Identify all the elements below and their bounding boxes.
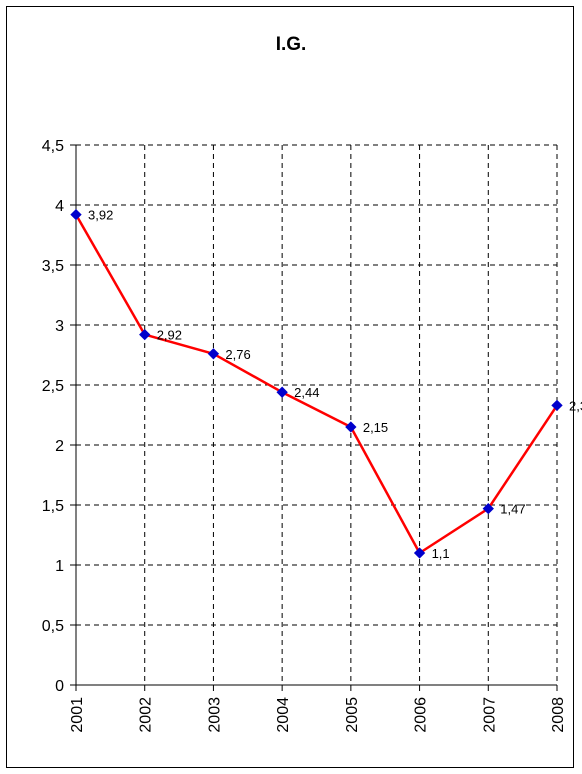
y-tick-label: 4,5 [42,138,64,155]
x-tick-label: 2005 [344,697,361,733]
data-point [276,386,288,398]
y-tick-label: 1 [55,558,64,575]
x-tick-label: 2002 [138,697,155,733]
data-point [551,399,563,412]
data-label: 1,47 [500,502,525,517]
data-label: 2,33 [569,398,582,413]
x-tick-label: 2004 [275,697,292,733]
series-line [74,213,559,555]
chart-title: I.G. [275,34,307,55]
y-tick-label: 4 [55,198,64,215]
x-tick-label: 2008 [550,697,567,733]
data-label: 1,1 [432,546,450,561]
data-point [413,547,426,559]
data-label: 2,76 [225,347,250,362]
data-label: 2,15 [363,420,388,435]
x-tick-label: 2001 [69,697,86,733]
data-point [70,208,82,221]
y-tick-label: 3,5 [42,258,64,275]
y-tick-label: 0 [55,678,64,695]
data-point [207,348,220,360]
chart-frame [6,6,574,768]
y-tick-label: 0,5 [42,618,64,635]
y-tick-label: 2 [55,438,64,455]
x-tick-label: 2006 [413,697,430,733]
y-tick-label: 3 [55,318,64,335]
data-label: 3,92 [88,208,113,223]
data-point [345,421,357,433]
y-tick-label: 1,5 [42,498,64,515]
y-tick-label: 2,5 [42,378,64,395]
data-label: 2,92 [157,328,182,343]
x-tick-label: 2003 [206,697,223,733]
data-point [139,328,151,341]
data-label: 2,44 [294,385,319,400]
x-tick-label: 2007 [481,697,498,733]
